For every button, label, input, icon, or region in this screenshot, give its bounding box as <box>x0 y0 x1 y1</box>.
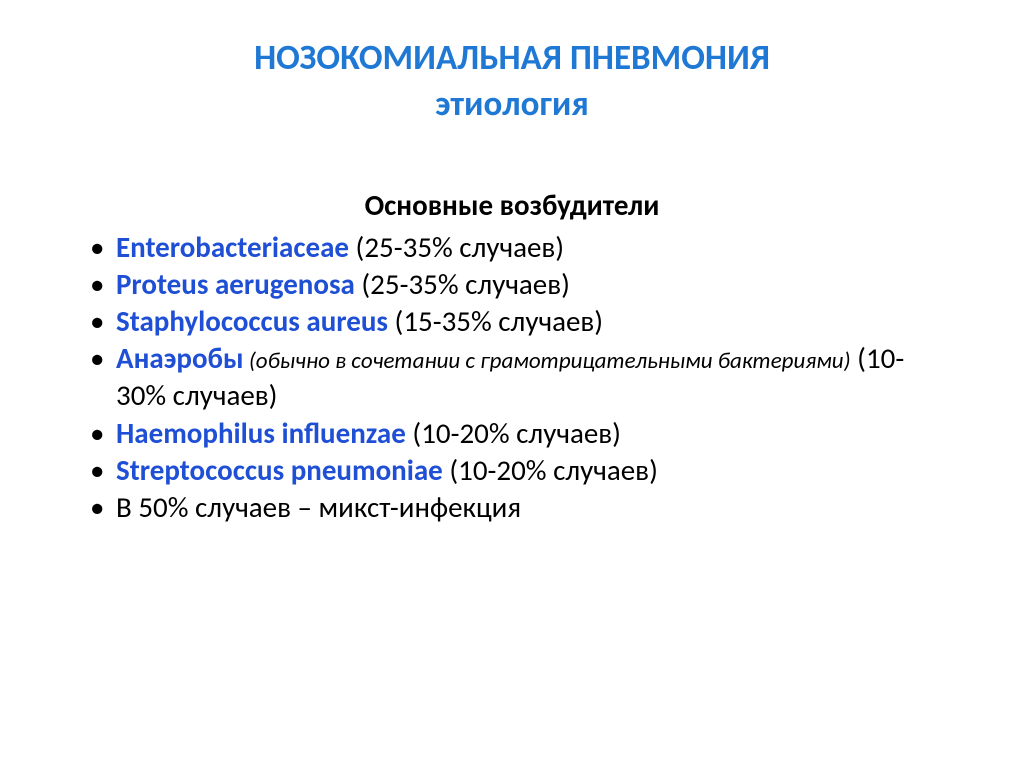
slide-title: НОЗОКОМИАЛЬНАЯ ПНЕВМОНИЯ этиология <box>70 36 954 127</box>
pathogen-list: Enterobacteriaceae (25-35% случаев) Prot… <box>70 229 954 526</box>
list-item-plain: В 50% случаев – микст-инфекция <box>116 489 521 525</box>
pathogen-name: Enterobacteriaceae <box>116 229 349 265</box>
subtitle: Основные возбудители <box>70 187 954 223</box>
pathogen-stat: (10-20% случаев) <box>406 415 621 451</box>
pathogen-name: Staphylococcus aureus <box>116 303 388 339</box>
title-line-2: этиология <box>70 82 954 128</box>
list-item: Proteus aerugenosa (25-35% случаев) <box>114 266 954 303</box>
title-line-1: НОЗОКОМИАЛЬНАЯ ПНЕВМОНИЯ <box>70 36 954 82</box>
list-item: Streptococcus pneumoniae (10-20% случаев… <box>114 452 954 489</box>
list-item: Staphylococcus aureus (15-35% случаев) <box>114 303 954 340</box>
pathogen-name: Анаэробы <box>116 340 244 376</box>
list-item: Haemophilus influenzae (10-20% случаев) <box>114 415 954 452</box>
pathogen-stat: (15-35% случаев) <box>388 303 603 339</box>
pathogen-stat: (10-20% случаев) <box>443 452 658 488</box>
list-item: Enterobacteriaceae (25-35% случаев) <box>114 229 954 266</box>
pathogen-stat: (25-35% случаев) <box>349 229 564 265</box>
pathogen-note: (обычно в сочетании с грамотрицательными… <box>244 347 851 375</box>
pathogen-stat: (25-35% случаев) <box>355 266 570 302</box>
list-item: В 50% случаев – микст-инфекция <box>114 489 954 526</box>
pathogen-name: Proteus aerugenosa <box>116 266 355 302</box>
pathogen-name: Haemophilus influenzae <box>116 415 406 451</box>
list-item: Анаэробы (обычно в сочетании с грамотриц… <box>114 340 954 414</box>
pathogen-name: Streptococcus pneumoniae <box>116 452 443 488</box>
